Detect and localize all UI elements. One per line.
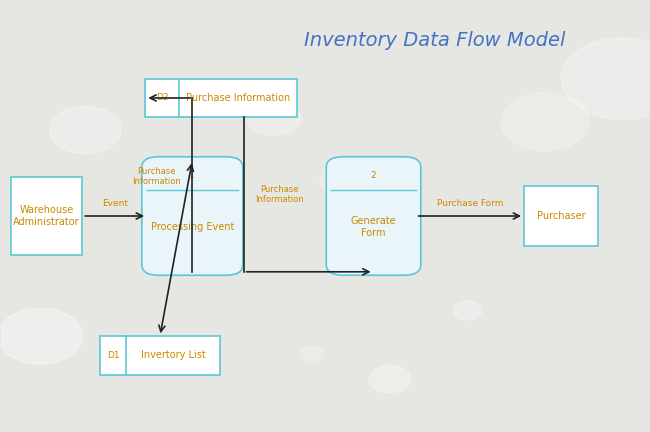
- Circle shape: [300, 346, 324, 361]
- Text: Inventory Data Flow Model: Inventory Data Flow Model: [304, 31, 566, 50]
- Circle shape: [561, 38, 650, 119]
- Text: Purchase
Information: Purchase Information: [255, 185, 304, 204]
- Text: Purchase Information: Purchase Information: [186, 93, 291, 103]
- Text: Purchase Form: Purchase Form: [437, 199, 503, 208]
- Circle shape: [246, 99, 300, 135]
- Text: Purchase
Information: Purchase Information: [133, 167, 181, 186]
- Text: Warehouse
Administrator: Warehouse Administrator: [14, 205, 80, 227]
- Text: Purchaser: Purchaser: [537, 211, 586, 221]
- Text: 1: 1: [189, 171, 195, 180]
- FancyBboxPatch shape: [142, 157, 243, 275]
- Circle shape: [320, 170, 356, 194]
- FancyBboxPatch shape: [11, 178, 83, 254]
- Circle shape: [453, 301, 482, 320]
- FancyBboxPatch shape: [146, 79, 298, 117]
- Circle shape: [0, 308, 83, 364]
- Text: Processing Event: Processing Event: [151, 222, 234, 232]
- Text: 2: 2: [370, 171, 376, 180]
- Text: D2: D2: [156, 93, 168, 102]
- FancyBboxPatch shape: [100, 336, 220, 375]
- Text: D1: D1: [107, 351, 120, 360]
- Text: Event: Event: [101, 199, 127, 208]
- FancyBboxPatch shape: [326, 157, 421, 275]
- Circle shape: [50, 107, 121, 154]
- Circle shape: [369, 365, 410, 393]
- Circle shape: [501, 92, 589, 151]
- FancyBboxPatch shape: [524, 186, 599, 246]
- Text: Invertory List: Invertory List: [141, 350, 205, 360]
- Text: Generate
Form: Generate Form: [351, 216, 396, 238]
